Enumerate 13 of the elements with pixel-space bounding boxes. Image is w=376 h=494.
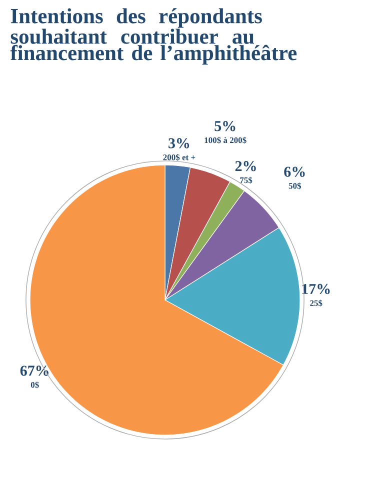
slice-label: 100$ à 200$ (204, 136, 246, 144)
chart-title: Intentions des répondants souhaitant contribuer au financement de l’amphithéâtre (10, 8, 297, 65)
data-label: 3% (168, 138, 190, 148)
data-label: 67% (20, 366, 48, 376)
slice-label: 200$ et + (163, 154, 196, 161)
slice-label: 50$ (288, 182, 302, 190)
slice-label: 0$ (30, 381, 39, 388)
data-label: 2% (235, 161, 256, 172)
data-label: 5% (214, 121, 236, 132)
data-label: 6% (284, 166, 305, 177)
slice-label: 25$ (310, 300, 322, 307)
slice-label: 75$ (240, 176, 252, 184)
data-label: 17% (302, 284, 330, 294)
